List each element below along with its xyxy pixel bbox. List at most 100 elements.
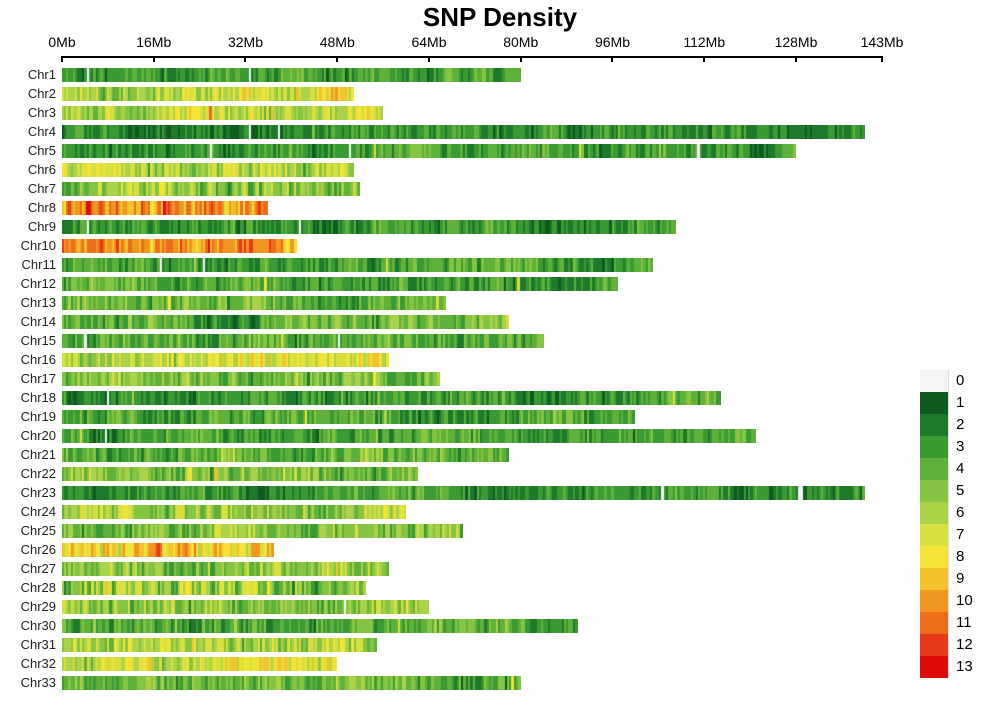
chromosome-row: Chr7 xyxy=(0,182,1000,196)
chromosome-label: Chr14 xyxy=(0,315,56,329)
chromosome-row: Chr29 xyxy=(0,600,1000,614)
chromosome-label: Chr24 xyxy=(0,505,56,519)
legend-label: 11 xyxy=(956,612,972,634)
density-track xyxy=(62,239,297,253)
chromosome-label: Chr11 xyxy=(0,258,56,272)
density-track xyxy=(62,277,618,291)
density-track xyxy=(62,68,521,82)
legend-label: 0 xyxy=(956,370,964,392)
chromosome-row: Chr32 xyxy=(0,657,1000,671)
chromosome-row: Chr23 xyxy=(0,486,1000,500)
density-track xyxy=(62,638,377,652)
chromosome-row: Chr24 xyxy=(0,505,1000,519)
x-tick-mark xyxy=(244,56,246,62)
chromosome-label: Chr25 xyxy=(0,524,56,538)
density-track xyxy=(62,562,389,576)
chart-title: SNP Density xyxy=(0,2,1000,33)
density-track xyxy=(62,125,865,139)
chromosome-row: Chr19 xyxy=(0,410,1000,424)
chromosome-row: Chr2 xyxy=(0,87,1000,101)
chromosome-label: Chr31 xyxy=(0,638,56,652)
legend-label: 8 xyxy=(956,546,964,568)
legend-swatch xyxy=(920,656,949,678)
x-tick-label: 32Mb xyxy=(228,34,263,50)
chromosome-row: Chr27 xyxy=(0,562,1000,576)
chromosome-label: Chr2 xyxy=(0,87,56,101)
legend-swatch xyxy=(920,436,949,458)
chromosome-row: Chr9 xyxy=(0,220,1000,234)
legend-label: 3 xyxy=(956,436,964,458)
chromosome-label: Chr29 xyxy=(0,600,56,614)
density-track xyxy=(62,524,463,538)
density-track xyxy=(62,144,796,158)
density-track xyxy=(62,87,354,101)
density-track xyxy=(62,315,509,329)
density-track xyxy=(62,486,865,500)
density-track xyxy=(62,410,635,424)
chromosome-label: Chr27 xyxy=(0,562,56,576)
chromosome-row: Chr25 xyxy=(0,524,1000,538)
chromosome-row: Chr33 xyxy=(0,676,1000,690)
legend-swatch xyxy=(920,480,949,502)
x-tick-label: 112Mb xyxy=(683,34,725,50)
chromosome-row: Chr26 xyxy=(0,543,1000,557)
chromosome-label: Chr33 xyxy=(0,676,56,690)
legend-label: 5 xyxy=(956,480,964,502)
chromosome-label: Chr21 xyxy=(0,448,56,462)
x-axis-tick-labels: 0Mb16Mb32Mb48Mb64Mb80Mb96Mb112Mb128Mb143… xyxy=(0,34,1000,54)
legend-swatch xyxy=(920,590,949,612)
chromosome-row: Chr12 xyxy=(0,277,1000,291)
x-tick-label: 96Mb xyxy=(595,34,630,50)
chromosome-label: Chr3 xyxy=(0,106,56,120)
density-track xyxy=(62,657,337,671)
chromosome-label: Chr6 xyxy=(0,163,56,177)
density-track xyxy=(62,220,676,234)
legend-label: 12 xyxy=(956,634,973,656)
density-track xyxy=(62,448,509,462)
legend-swatch xyxy=(920,568,949,590)
chromosome-label: Chr4 xyxy=(0,125,56,139)
x-tick-label: 0Mb xyxy=(48,34,75,50)
x-tick-label: 16Mb xyxy=(136,34,171,50)
density-track xyxy=(62,258,653,272)
x-tick-label: 48Mb xyxy=(320,34,355,50)
legend-swatch xyxy=(920,634,949,656)
chromosome-row: Chr4 xyxy=(0,125,1000,139)
legend-swatch xyxy=(920,546,949,568)
x-tick-mark xyxy=(703,56,705,62)
x-axis-line xyxy=(62,56,882,58)
chromosome-row: Chr31 xyxy=(0,638,1000,652)
x-tick-mark xyxy=(153,56,155,62)
legend-label: 9 xyxy=(956,568,964,590)
legend-swatch xyxy=(920,502,949,524)
chromosome-row: Chr18 xyxy=(0,391,1000,405)
density-track xyxy=(62,429,756,443)
density-track xyxy=(62,296,446,310)
chromosome-row: Chr14 xyxy=(0,315,1000,329)
legend-label: 1 xyxy=(956,392,964,414)
chromosome-label: Chr20 xyxy=(0,429,56,443)
density-track xyxy=(62,182,360,196)
chromosome-label: Chr17 xyxy=(0,372,56,386)
chromosome-row: Chr3 xyxy=(0,106,1000,120)
chromosome-label: Chr23 xyxy=(0,486,56,500)
chromosome-label: Chr5 xyxy=(0,144,56,158)
chromosome-label: Chr28 xyxy=(0,581,56,595)
chromosome-label: Chr30 xyxy=(0,619,56,633)
density-track xyxy=(62,201,268,215)
chromosome-row: Chr6 xyxy=(0,163,1000,177)
chromosome-row: Chr22 xyxy=(0,467,1000,481)
chromosome-row: Chr17 xyxy=(0,372,1000,386)
chromosome-row: Chr1 xyxy=(0,68,1000,82)
chromosome-label: Chr8 xyxy=(0,201,56,215)
density-track xyxy=(62,676,521,690)
legend-label: 6 xyxy=(956,502,964,524)
chromosome-label: Chr1 xyxy=(0,68,56,82)
chromosome-label: Chr10 xyxy=(0,239,56,253)
chromosome-label: Chr22 xyxy=(0,467,56,481)
density-track xyxy=(62,467,418,481)
x-tick-label: 64Mb xyxy=(411,34,446,50)
density-track xyxy=(62,581,366,595)
chromosome-row: Chr5 xyxy=(0,144,1000,158)
x-tick-mark xyxy=(795,56,797,62)
